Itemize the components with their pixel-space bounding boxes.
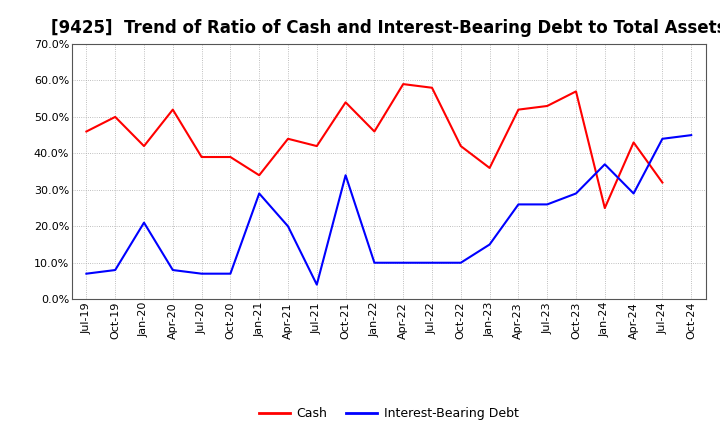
Legend: Cash, Interest-Bearing Debt: Cash, Interest-Bearing Debt (254, 403, 523, 425)
Title: [9425]  Trend of Ratio of Cash and Interest-Bearing Debt to Total Assets: [9425] Trend of Ratio of Cash and Intere… (51, 19, 720, 37)
